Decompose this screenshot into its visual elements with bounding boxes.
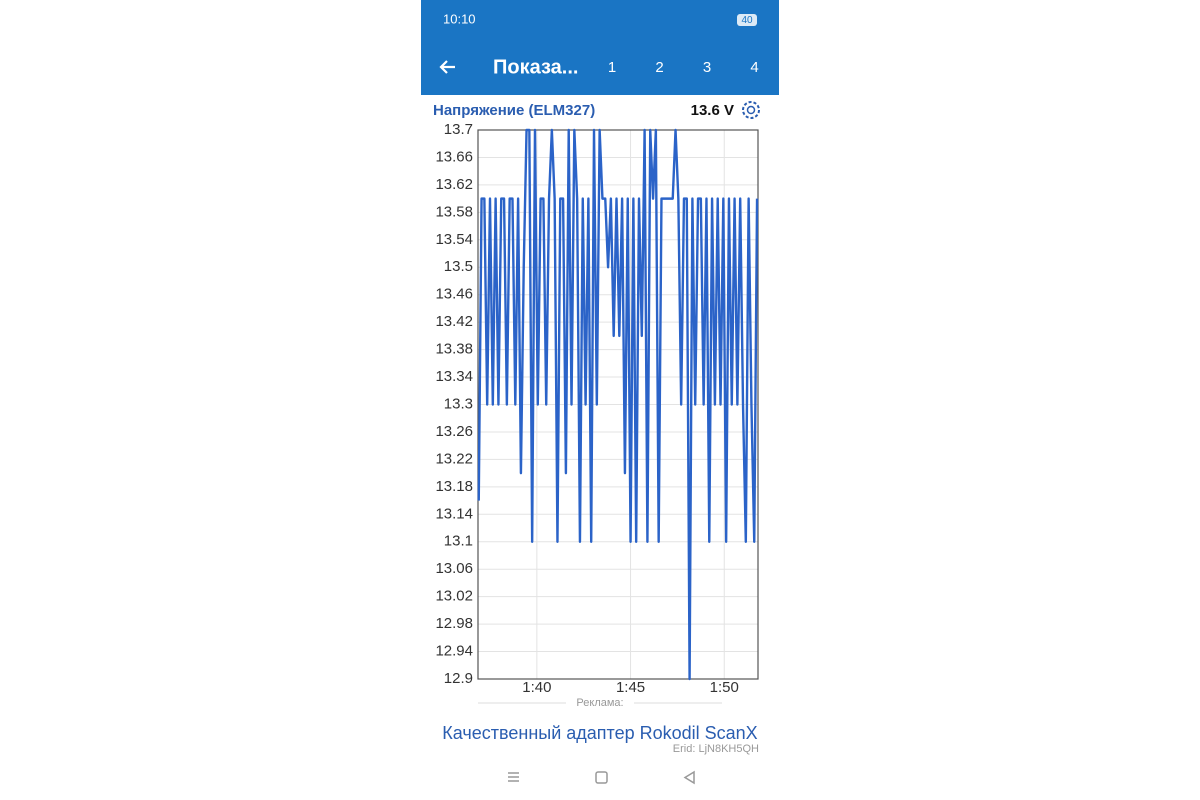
y-tick-label: 13.7	[444, 121, 473, 138]
nav-menu[interactable]	[508, 772, 519, 782]
y-tick-label: 13.3	[444, 395, 473, 412]
settings-button[interactable]	[742, 101, 760, 119]
y-tick-label: 12.98	[435, 615, 473, 632]
y-tick-label: 13.66	[435, 148, 473, 165]
y-tick-label: 13.62	[435, 176, 473, 193]
current-value: 13.6 V	[691, 102, 734, 119]
y-tick-label: 13.14	[435, 505, 473, 522]
tab[interactable]: 1	[608, 59, 616, 76]
gear-icon[interactable]	[742, 101, 760, 119]
status-time: 10:10	[443, 11, 476, 26]
battery-level: 40	[741, 15, 753, 26]
y-tick-label: 13.26	[435, 423, 473, 440]
y-tick-label: 13.1	[444, 533, 473, 550]
x-tick-label: 1:40	[522, 679, 551, 696]
battery-icon	[737, 14, 757, 26]
y-tick-label: 12.94	[435, 643, 473, 660]
nav-back[interactable]	[683, 770, 695, 785]
y-tick-label: 13.42	[435, 313, 473, 330]
ad-text[interactable]: Качественный адаптер Rokodil ScanX	[442, 723, 757, 743]
nav-home[interactable]	[595, 771, 608, 784]
y-tick-label: 13.54	[435, 231, 473, 248]
ad-label: Реклама:	[576, 697, 623, 709]
tab[interactable]: 3	[703, 59, 711, 76]
app-title: Показа...	[493, 56, 578, 78]
ad-erid: Erid: LjN8KH5QH	[673, 743, 759, 755]
data-line	[477, 128, 759, 681]
y-tick-label: 13.22	[435, 450, 473, 467]
app-header	[421, 0, 779, 95]
y-tick-label: 13.5	[444, 258, 473, 275]
chart-title: Напряжение (ELM327)	[433, 102, 595, 119]
y-tick-label: 13.38	[435, 341, 473, 358]
y-tick-label: 13.46	[435, 286, 473, 303]
tab[interactable]: 4	[750, 59, 758, 76]
gear-center[interactable]	[746, 105, 756, 115]
y-tick-label: 13.58	[435, 203, 473, 220]
y-tick-label: 13.18	[435, 478, 473, 495]
y-tick-label: 13.02	[435, 588, 473, 605]
x-tick-label: 1:50	[710, 679, 739, 696]
y-tick-label: 12.9	[444, 670, 473, 687]
plot-frame	[477, 129, 759, 680]
back-button[interactable]	[439, 60, 455, 74]
y-tick-label: 13.34	[435, 368, 473, 385]
x-tick-label: 1:45	[616, 679, 645, 696]
tab[interactable]: 2	[655, 59, 663, 76]
y-tick-label: 13.06	[435, 560, 473, 577]
